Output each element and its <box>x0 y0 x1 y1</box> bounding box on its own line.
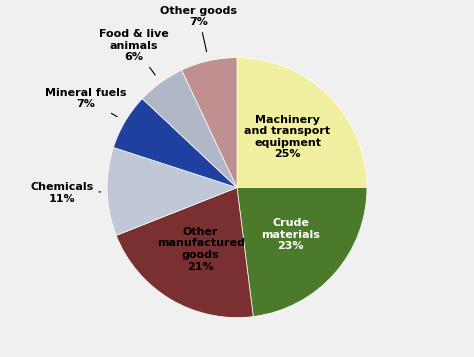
Text: Other
manufactured
goods
21%: Other manufactured goods 21% <box>157 227 245 272</box>
Wedge shape <box>182 57 237 188</box>
Wedge shape <box>113 99 237 188</box>
Text: Chemicals
11%: Chemicals 11% <box>30 182 100 204</box>
Text: Mineral fuels
7%: Mineral fuels 7% <box>45 87 127 117</box>
Text: Other goods
7%: Other goods 7% <box>160 6 237 52</box>
Wedge shape <box>142 70 237 188</box>
Wedge shape <box>237 188 367 317</box>
Wedge shape <box>116 188 253 318</box>
Wedge shape <box>237 57 367 188</box>
Wedge shape <box>107 147 237 236</box>
Text: Crude
materials
23%: Crude materials 23% <box>261 218 320 251</box>
Text: Food & live
animals
6%: Food & live animals 6% <box>99 29 169 75</box>
Text: Machinery
and transport
equipment
25%: Machinery and transport equipment 25% <box>245 115 330 160</box>
